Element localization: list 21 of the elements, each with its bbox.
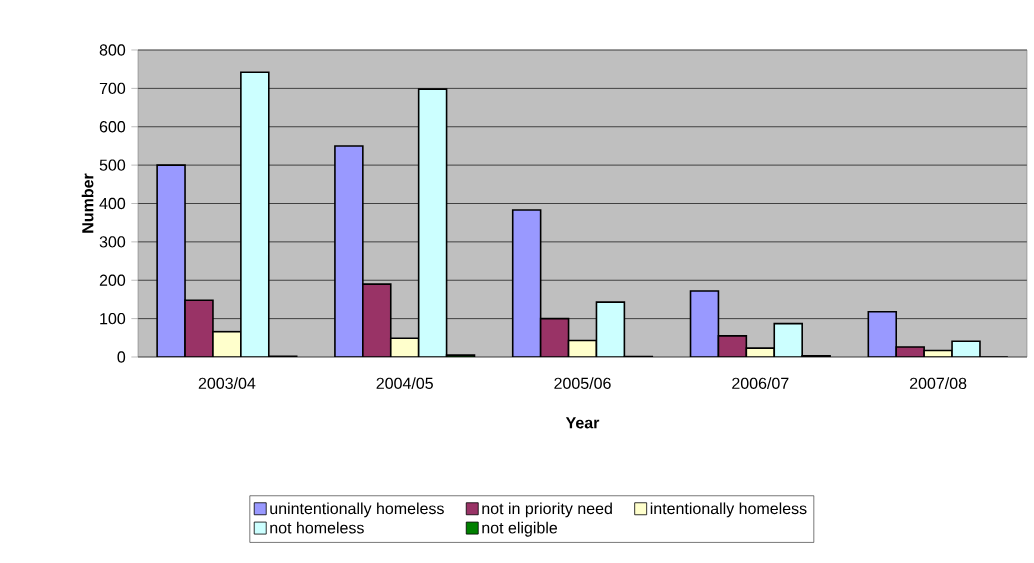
legend-label: not eligible [482,521,558,537]
y-tick-label: 0 [117,351,126,363]
x-tick-label: 2005/06 [554,377,611,389]
legend-label: intentionally homeless [650,502,807,518]
y-axis-title: Number [81,173,94,233]
x-tick-label: 2004/05 [376,377,433,389]
y-tick-label: 200 [99,274,126,286]
legend-label: not homeless [270,521,364,534]
x-tick-label: 2003/04 [198,377,256,389]
y-tick-label: 800 [99,44,126,56]
y-tick-label: 300 [99,236,126,248]
y-tick-label: 100 [100,312,126,325]
y-tick-label: 400 [99,197,126,210]
legend-label: not in priority need [482,502,612,518]
x-tick-label: 2007/08 [909,377,967,389]
y-tick-label: 600 [99,121,126,133]
legend-label: unintentionally homeless [270,502,444,518]
y-tick-label: 700 [99,82,126,95]
x-tick-label: 2006/07 [732,377,789,389]
x-axis-title: Year [565,417,600,429]
y-tick-label: 500 [99,159,126,171]
